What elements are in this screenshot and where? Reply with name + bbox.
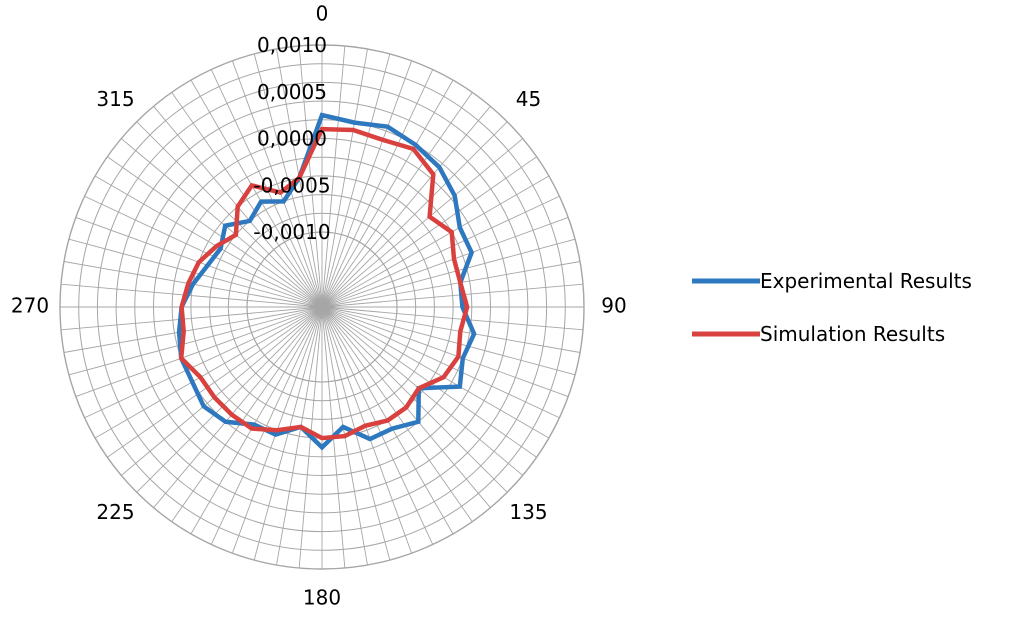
spoke [321,195,560,308]
spoke [321,53,391,308]
r-tick-label: 0,0005 [257,80,327,104]
spoke [321,306,413,554]
spoke [190,306,323,535]
spoke [321,306,576,376]
spoke [231,60,323,308]
spoke [321,283,584,308]
angle-labels: 0 45 90 135 180 225 270 315 [11,2,627,610]
spoke [321,69,434,308]
spoke [210,306,323,545]
spoke [321,92,473,308]
spoke [321,306,523,476]
angular-spokes [60,45,584,569]
spoke [94,175,323,308]
spoke [276,306,323,566]
spoke [321,156,537,308]
legend: Experimental Results Simulation Results [692,269,972,346]
angle-label-135: 135 [509,500,547,524]
series-line-experimental-results [176,112,477,451]
spoke [121,138,323,308]
series-line-simulation-results [178,126,470,441]
spoke [84,195,323,308]
spoke [321,238,576,308]
spoke [321,306,560,419]
spoke [253,53,323,308]
spoke [321,79,454,308]
r-tick-label: -0,0010 [253,220,330,244]
spoke [136,306,323,493]
spoke [60,306,323,331]
spoke [321,45,346,308]
angle-label-90: 90 [601,294,626,318]
spoke [321,306,569,398]
angle-label-270: 270 [11,294,49,318]
angle-label-225: 225 [96,500,134,524]
angle-label-180: 180 [303,586,341,610]
angle-label-45: 45 [516,87,541,111]
spoke [60,283,323,308]
spoke [321,175,550,308]
spoke [321,216,569,308]
spoke [171,92,323,308]
legend-label: Experimental Results [760,269,972,293]
spoke [153,306,323,508]
spoke [321,306,508,493]
angle-label-315: 315 [96,87,134,111]
spoke [321,306,584,331]
spoke [136,121,323,308]
angle-label-0: 0 [316,2,329,26]
spoke [94,306,323,439]
spoke [171,306,323,522]
spoke [84,306,323,419]
spoke [321,261,581,308]
spoke [107,156,323,308]
spoke [321,121,508,308]
spoke [321,306,434,545]
spoke [75,306,323,398]
r-tick-label: -0,0005 [253,173,330,197]
r-tick-label: 0,0000 [257,127,327,151]
series-lines [176,112,477,451]
spoke [321,106,491,308]
spoke [321,60,413,308]
r-tick-label: 0,0010 [257,33,327,57]
spoke [321,138,523,308]
spoke [190,79,323,308]
spoke [298,45,323,308]
spoke [321,306,550,439]
spoke [63,306,323,353]
spoke [68,306,323,376]
spoke [321,306,581,353]
spoke [321,48,368,308]
spoke [121,306,323,476]
spoke [253,306,323,561]
radial-tick-labels: -0,0010 -0,0005 0,0000 0,0005 0,0010 [253,33,330,244]
legend-label: Simulation Results [760,322,945,346]
spoke [107,306,323,458]
